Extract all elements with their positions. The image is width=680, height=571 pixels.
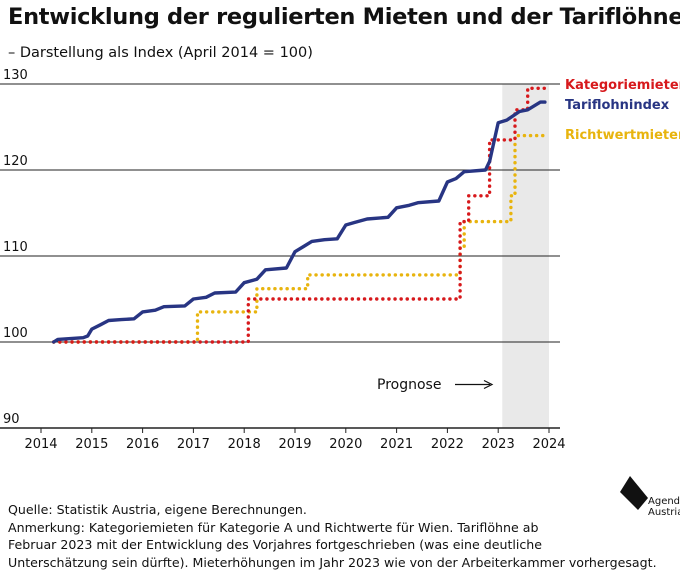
x-tick-label-2020: 2020 xyxy=(329,437,362,452)
x-tick-label-2017: 2017 xyxy=(177,437,210,452)
legend-label-richtwertmieten: Richtwertmieten xyxy=(565,128,680,143)
y-tick-label-130: 130 xyxy=(3,68,28,83)
legend-label-tariflohnindex: Tariflohnindex xyxy=(565,98,670,113)
footer-note-line-2: Februar 2023 mit der Entwicklung des Vor… xyxy=(8,536,672,554)
x-tick-label-2018: 2018 xyxy=(228,437,261,452)
logo-text-line-1: Agenda xyxy=(648,496,680,507)
footer-note-line-1: Anmerkung: Kategoriemieten für Kategorie… xyxy=(8,519,672,537)
x-tick-label-2019: 2019 xyxy=(278,437,311,452)
x-tick-label-2022: 2022 xyxy=(431,437,464,452)
prognose-label: Prognose xyxy=(377,377,441,393)
y-tick-label-110: 110 xyxy=(3,240,28,255)
x-tick-label-2016: 2016 xyxy=(126,437,159,452)
x-tick-label-2024: 2024 xyxy=(532,437,565,452)
x-tick-label-2023: 2023 xyxy=(482,437,515,452)
series-line-kategoriemieten xyxy=(54,88,545,342)
y-tick-label-100: 100 xyxy=(3,326,28,341)
footer: Quelle: Statistik Austria, eigene Berech… xyxy=(8,501,672,571)
y-tick-label-120: 120 xyxy=(3,154,28,169)
x-tick-label-2021: 2021 xyxy=(380,437,413,452)
x-tick-label-2015: 2015 xyxy=(75,437,108,452)
x-tick-label-2014: 2014 xyxy=(24,437,57,452)
line-chart: 90 100 110 120 130 2014 2015 2016 2017 2018 2019 20… xyxy=(0,0,680,500)
footer-source: Quelle: Statistik Austria, eigene Berech… xyxy=(8,501,672,519)
legend-label-kategoriemieten: Kategoriemieten xyxy=(565,78,680,93)
series-line-richtwertmieten xyxy=(54,136,545,342)
footer-note-line-3: Unterschätzung sein dürfte). Mieterhöhun… xyxy=(8,554,672,571)
agenda-austria-logo: Agenda Austria xyxy=(614,476,678,520)
logo-text-line-2: Austria xyxy=(648,507,680,518)
y-tick-label-90: 90 xyxy=(3,412,20,427)
